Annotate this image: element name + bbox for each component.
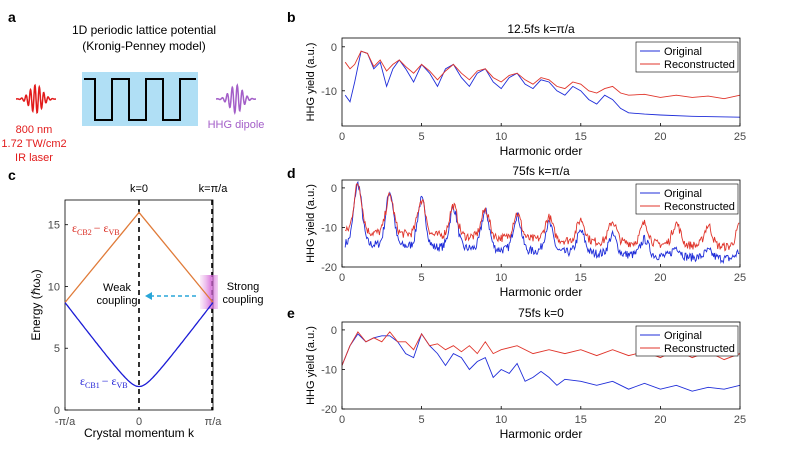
c-ytick-label: 15: [48, 220, 60, 232]
panel-b-xlabel: Harmonic order: [500, 144, 583, 158]
legend-label-original: Original: [664, 330, 702, 342]
panel-e-xtick-label: 25: [734, 414, 746, 426]
panel-a-label: a: [8, 9, 16, 25]
panel-b-title: 12.5fs k=π/a: [507, 22, 575, 36]
panel-d-ytick-label: 0: [331, 183, 337, 195]
panel-e-xtick-label: 15: [575, 414, 587, 426]
strong-coupling-line2: coupling: [223, 294, 264, 306]
panel-b-xtick-label: 20: [654, 131, 666, 143]
panel-d-label: d: [287, 165, 296, 181]
panel-b-xtick-label: 0: [339, 131, 345, 143]
hhg-panels: b 12.5fs k=π/a 0 5 10 15 20 25 0 -10 Harmonic orde…: [287, 9, 746, 441]
panel-d-xtick-label: 25: [734, 272, 746, 284]
panel-d-xtick-label: 10: [495, 272, 507, 284]
top-label-k0: k=0: [130, 183, 148, 195]
panel-e-xlabel: Harmonic order: [500, 427, 583, 441]
panel-b-ylabel: HHG yield (a.u.): [305, 43, 317, 122]
strong-coupling-line1: Strong: [227, 281, 259, 293]
panel-d-xtick-label: 5: [419, 272, 425, 284]
panel-e-ytick-label: -10: [321, 364, 337, 376]
panel-d-ylabel: HHG yield (a.u.): [305, 184, 317, 263]
c-ytick-label: 0: [54, 405, 60, 417]
panel-d-xlabel: Harmonic order: [500, 285, 583, 299]
panel-d-series-reconstructed: [345, 182, 740, 252]
panel-e-xtick-label: 0: [339, 414, 345, 426]
legend-label-reconstructed: Reconstructed: [664, 201, 735, 213]
legend-label-reconstructed: Reconstructed: [664, 343, 735, 355]
cb2-band-curve: [64, 211, 214, 303]
c-xtick-label: 0: [136, 416, 142, 428]
panel-c-ylabel: Energy (ℏω₀): [29, 269, 43, 340]
laser-wavelength: 800 nm: [16, 124, 53, 136]
legend-label-original: Original: [664, 188, 702, 200]
panel-e-xtick-label: 5: [419, 414, 425, 426]
panel-a-title-line2: (Kronig-Penney model): [82, 39, 205, 53]
panel-b-ytick-label: -10: [321, 86, 337, 98]
c-xtick-label: π/a: [205, 416, 223, 428]
legend-label-reconstructed: Reconstructed: [664, 59, 735, 71]
panel-e-title: 75fs k=0: [518, 306, 564, 320]
panel-b-label: b: [287, 9, 296, 25]
panel-d: d 75fs k=π/a 0 5 10 15 20 25 0 -10 -20 Harmonic ord…: [287, 164, 746, 299]
cb2-band-label: εCB2− εVB: [72, 221, 120, 237]
panel-e-label: e: [287, 305, 295, 321]
panel-c-xlabel: Crystal momentum k: [84, 426, 195, 440]
panel-b-series-original: [344, 50, 740, 118]
panel-c-label: c: [8, 167, 16, 183]
ir-laser-pulse-icon: [15, 83, 57, 114]
panel-b-xtick-label: 15: [575, 131, 587, 143]
panel-b-xtick-label: 25: [734, 131, 746, 143]
panel-d-title: 75fs k=π/a: [512, 164, 570, 178]
cb1-band-label: εCB1− εVB: [80, 374, 128, 390]
panel-d-ytick-label: -10: [321, 222, 337, 234]
weak-coupling-line2: coupling: [97, 295, 138, 307]
panel-e: e 75fs k=0 0 5 10 15 20 25 0 -10 -20 Harmonic order…: [287, 305, 746, 441]
lattice-background: [82, 72, 198, 126]
panel-b-xtick-label: 5: [419, 131, 425, 143]
panel-e-series-original: [342, 332, 740, 392]
panel-d-series-original: [344, 180, 740, 265]
legend-box: [635, 183, 739, 215]
laser-type: IR laser: [15, 152, 53, 164]
weak-coupling-line1: Weak: [103, 282, 131, 294]
legend-box: [635, 325, 739, 357]
legend-label-original: Original: [664, 46, 702, 58]
panel-e-xtick-label: 20: [654, 414, 666, 426]
cb1-band-curve: [64, 302, 214, 388]
panel-d-ytick-label: -20: [321, 262, 337, 274]
panel-e-ytick-label: -20: [321, 404, 337, 416]
panel-b-xtick-label: 10: [495, 131, 507, 143]
hhg-dipole-pulse-icon: [215, 83, 257, 115]
kronig-penney-potential: [84, 78, 196, 121]
panel-d-xtick-label: 15: [575, 272, 587, 284]
top-label-kpi: k=π/a: [199, 183, 229, 195]
panel-d-axes-box: [341, 179, 741, 268]
panel-b: b 12.5fs k=π/a 0 5 10 15 20 25 0 -10 Harmonic orde…: [287, 9, 746, 158]
c-xtick-label: -π/a: [55, 416, 76, 428]
panel-b-series-reconstructed: [344, 50, 740, 100]
panel-b-axes-box: [341, 37, 741, 127]
panel-a-title-line1: 1D periodic lattice potential: [72, 23, 216, 37]
panel-d-xtick-label: 20: [654, 272, 666, 284]
panel-a: a 1D periodic lattice potential (Kronig-…: [1, 9, 264, 164]
panel-e-ylabel: HHG yield (a.u.): [305, 326, 317, 405]
c-ytick-label: 5: [54, 343, 60, 355]
coupling-arrowhead: [145, 292, 152, 300]
panel-d-xtick-label: 0: [339, 272, 345, 284]
hhg-dipole-label: HHG dipole: [208, 119, 265, 131]
strong-coupling-highlight: [200, 275, 218, 309]
panel-e-xtick-label: 10: [495, 414, 507, 426]
panel-e-ytick-label: 0: [331, 325, 337, 337]
laser-intensity: 1.72 TW/cm2: [1, 138, 66, 150]
c-ytick-label: 10: [48, 281, 60, 293]
panel-e-axes-box: [341, 321, 741, 410]
legend-box: [635, 41, 739, 73]
panel-b-ytick-label: 0: [331, 42, 337, 54]
